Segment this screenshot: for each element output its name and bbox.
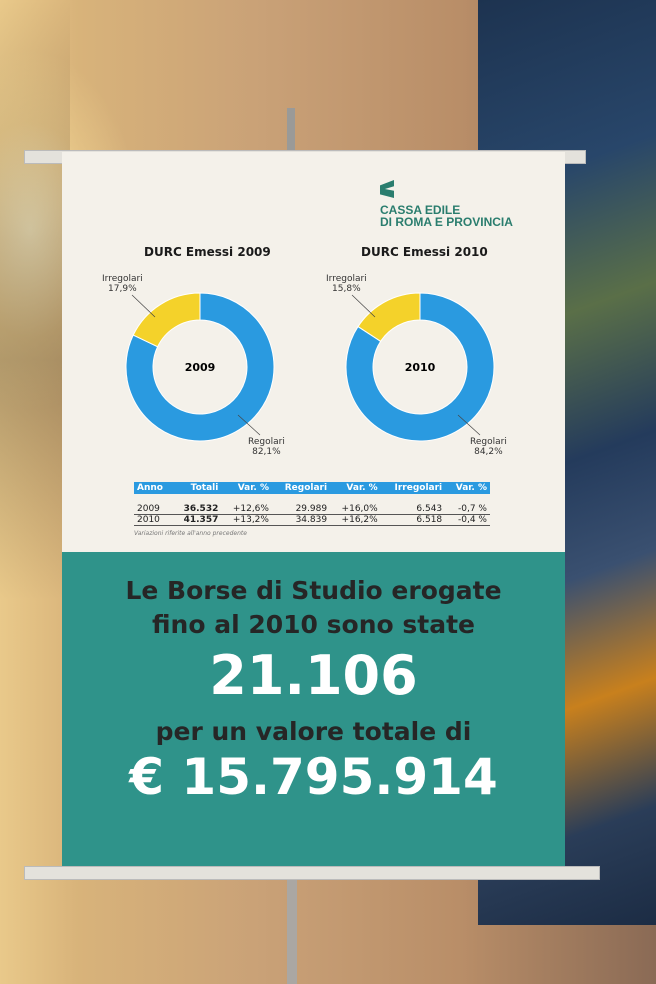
wall-sconce bbox=[0, 0, 70, 600]
leader-line bbox=[351, 294, 376, 318]
chart-title-2009: DURC Emessi 2009 bbox=[144, 245, 271, 259]
irregolari-label-2009: Irregolari 17,9% bbox=[102, 274, 143, 294]
donut-slice-irregolari-2009 bbox=[132, 292, 201, 348]
donut-charts: 2009 2010 bbox=[125, 292, 495, 442]
table-header: Anno Totali Var. % Regolari Var. % Irregolari… bbox=[134, 482, 490, 494]
poster: CASSA EDILE DI ROMA E PROVINCIA DURC Eme… bbox=[62, 152, 565, 880]
banner: Le Borse di Studio erogate fino al 2010 … bbox=[62, 552, 565, 880]
regolari-label-2009: Regolari 82,1% bbox=[248, 437, 285, 457]
donut-center-label: 2009 bbox=[185, 361, 216, 374]
stand-pole-bottom bbox=[287, 880, 297, 984]
leader-line bbox=[237, 414, 261, 436]
leader-line bbox=[131, 294, 156, 318]
total-amount: € 15.795.914 bbox=[129, 748, 498, 806]
stand-pole-top bbox=[287, 108, 295, 158]
durc-table: Anno Totali Var. % Regolari Var. % Irregolari… bbox=[134, 482, 490, 526]
donut-slice-regolari-2009 bbox=[125, 292, 275, 442]
chart-title-2010: DURC Emessi 2010 bbox=[361, 245, 488, 259]
irregolari-label-2010: Irregolari 15,8% bbox=[326, 274, 367, 294]
donut-slice-irregolari-2010 bbox=[357, 292, 421, 343]
donut-center-label: 2010 bbox=[405, 361, 436, 374]
banner-line3: per un valore totale di bbox=[155, 717, 472, 746]
logo-line2: DI ROMA E PROVINCIA bbox=[380, 215, 513, 229]
logo-line1: CASSA EDILE bbox=[380, 203, 461, 217]
leader-line bbox=[457, 414, 481, 436]
banner-line2: fino al 2010 sono state bbox=[152, 610, 475, 639]
donut-slice-regolari-2010 bbox=[345, 292, 495, 442]
scholarship-count: 21.106 bbox=[209, 644, 418, 707]
banner-line1: Le Borse di Studio erogate bbox=[125, 576, 502, 605]
logo: CASSA EDILE DI ROMA E PROVINCIA bbox=[380, 180, 513, 228]
table-row: 2010 41.357 +13,2% 34.839 +16,2% 6.518 -0,4 % bbox=[134, 514, 490, 526]
regolari-label-2010: Regolari 84,2% bbox=[470, 437, 507, 457]
poster-bottom-bar bbox=[24, 866, 600, 880]
table-row: 2009 36.532 +12,6% 29.989 +16,0% 6.543 -0,7 % bbox=[134, 504, 490, 515]
table-note: Variazioni riferite all'anno precedente bbox=[134, 530, 247, 537]
